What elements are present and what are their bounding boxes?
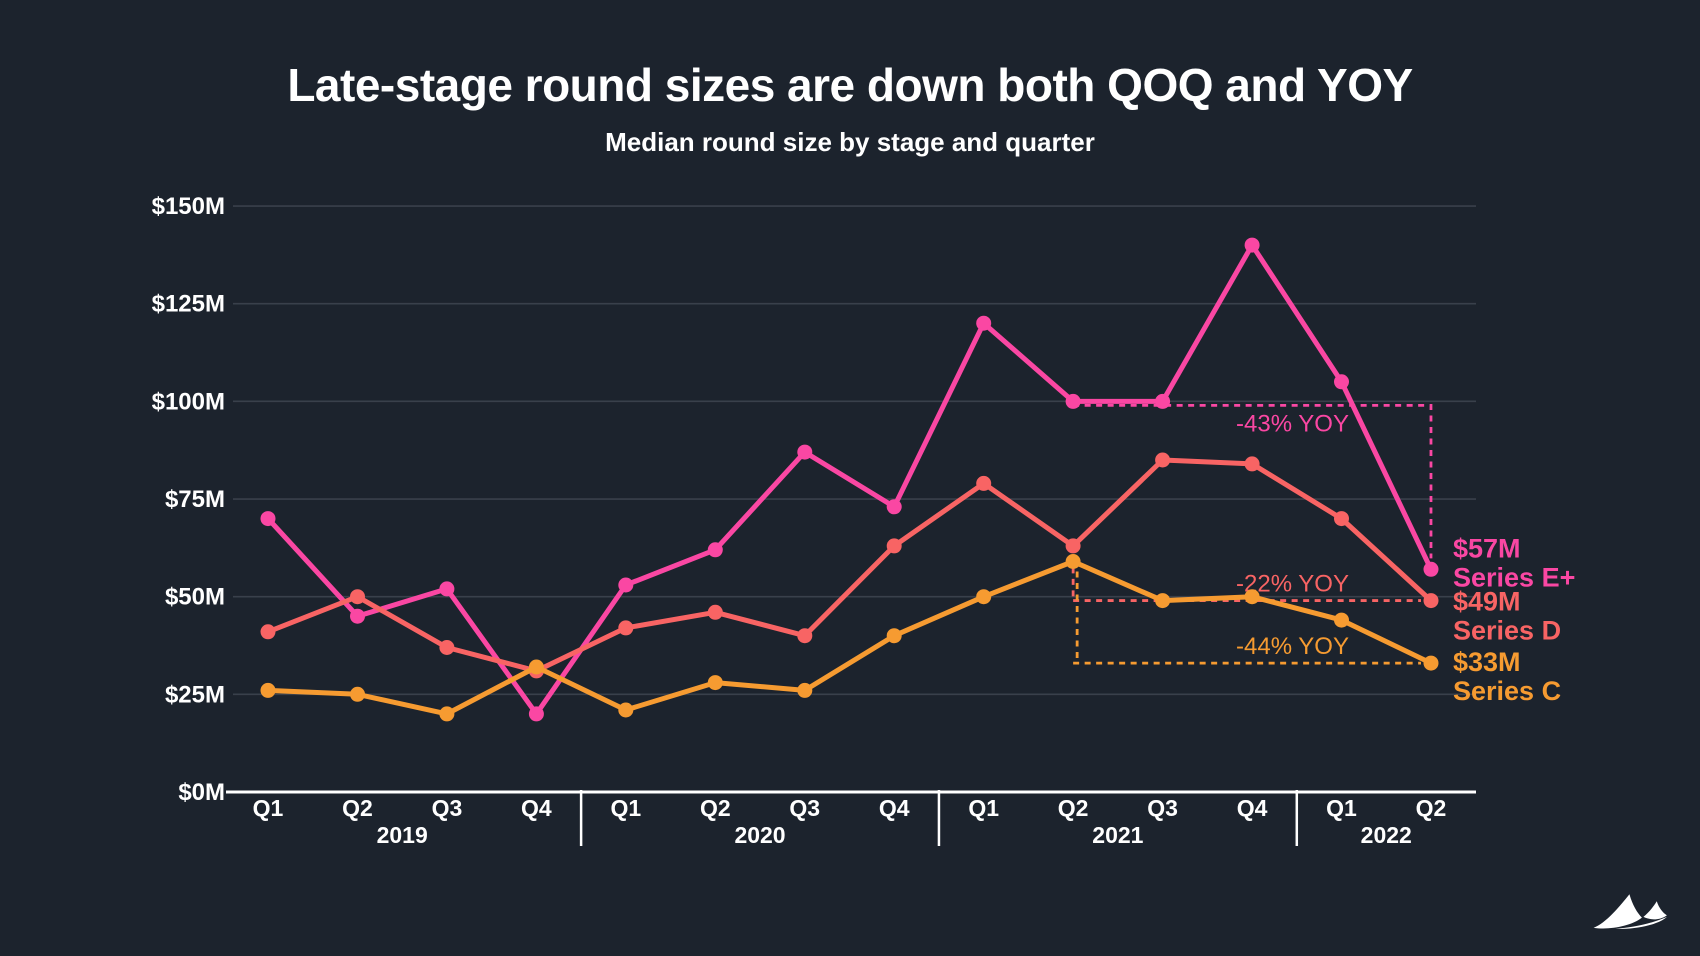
data-point — [618, 577, 634, 593]
page-title: Late-stage round sizes are down both QOQ… — [287, 59, 1413, 111]
data-point — [1155, 452, 1171, 468]
series-line-series-d — [265, 457, 1434, 674]
data-point — [976, 475, 992, 491]
data-point — [1334, 612, 1349, 628]
data-point — [886, 538, 902, 554]
x-axis-tick-label: Q4 — [879, 795, 910, 821]
x-axis-tick-label: Q4 — [521, 795, 552, 821]
y-axis-tick-label: $50M — [165, 584, 225, 611]
y-axis-tick-label: $150M — [152, 193, 225, 220]
x-axis-tick-label: Q1 — [968, 795, 999, 821]
data-point — [1423, 593, 1439, 609]
data-point — [1244, 237, 1260, 253]
year-label: 2021 — [1092, 822, 1143, 848]
yoy-annotation-line — [1073, 403, 1433, 559]
data-point — [528, 659, 544, 675]
data-point — [1065, 538, 1081, 554]
series-end-name-label: Series E+ — [1453, 562, 1575, 592]
data-point — [797, 444, 813, 460]
data-point — [439, 706, 455, 722]
data-point — [260, 624, 276, 640]
data-point — [1244, 589, 1260, 605]
series-end-name-label: Series D — [1453, 616, 1561, 646]
data-point — [707, 542, 723, 558]
yoy-annotation-label: -43% YOY — [1236, 410, 1349, 437]
y-axis-tick-label: $100M — [152, 388, 225, 415]
data-point — [1423, 655, 1439, 671]
y-axis-tick-label: $75M — [165, 486, 225, 513]
data-point — [350, 686, 365, 702]
series-end-value-label: $33M — [1453, 647, 1521, 677]
data-point — [707, 604, 723, 620]
x-axis-tick-label: Q3 — [789, 795, 820, 821]
data-point — [350, 589, 365, 605]
series-end-name-label: Series C — [1453, 676, 1561, 706]
data-point — [260, 511, 276, 527]
y-axis-tick-label: $125M — [152, 291, 225, 318]
series-line-series-c — [265, 559, 1434, 717]
data-point — [350, 608, 365, 624]
data-point — [797, 682, 813, 698]
x-axis-tick-label: Q2 — [1058, 795, 1089, 821]
year-label: 2020 — [734, 822, 785, 848]
data-point — [618, 702, 634, 718]
data-point — [260, 682, 276, 698]
year-label: 2019 — [377, 822, 428, 848]
x-axis-tick-label: Q1 — [1326, 795, 1357, 821]
data-point — [1065, 554, 1081, 569]
data-point — [439, 640, 455, 655]
dune-logo — [1593, 894, 1667, 929]
page-subtitle: Median round size by stage and quarter — [605, 127, 1095, 157]
data-point — [1065, 393, 1081, 409]
x-axis-tick-label: Q2 — [342, 795, 373, 821]
data-point — [439, 581, 455, 597]
data-point — [1155, 393, 1171, 409]
data-point — [528, 706, 544, 722]
year-label: 2022 — [1361, 822, 1412, 848]
x-axis-tick-label: Q2 — [1416, 795, 1447, 821]
data-point — [1244, 456, 1260, 472]
data-point — [976, 315, 992, 331]
y-axis-tick-label: $25M — [165, 681, 225, 708]
data-point — [976, 589, 992, 605]
data-point — [618, 620, 634, 636]
data-point — [707, 675, 723, 691]
data-point — [1334, 374, 1349, 390]
y-axis-tick-label: $0M — [178, 779, 225, 806]
x-axis-tick-label: Q3 — [432, 795, 463, 821]
x-axis-tick-label: Q1 — [610, 795, 641, 821]
x-axis-tick-label: Q2 — [700, 795, 731, 821]
data-point — [1423, 561, 1439, 577]
x-axis-tick-label: Q4 — [1237, 795, 1268, 821]
series-line-series-e- — [265, 242, 1434, 717]
data-point — [797, 628, 813, 644]
data-point — [886, 499, 902, 515]
series-end-value-label: $49M — [1453, 587, 1521, 617]
yoy-annotation-line — [1073, 571, 1421, 665]
data-point — [886, 628, 902, 644]
series-end-value-label: $57M — [1453, 533, 1521, 563]
yoy-annotation-label: -44% YOY — [1236, 633, 1349, 660]
data-point — [1155, 593, 1171, 609]
x-axis-tick-label: Q3 — [1147, 795, 1178, 821]
x-axis-tick-label: Q1 — [253, 795, 284, 821]
data-point — [1334, 511, 1349, 527]
